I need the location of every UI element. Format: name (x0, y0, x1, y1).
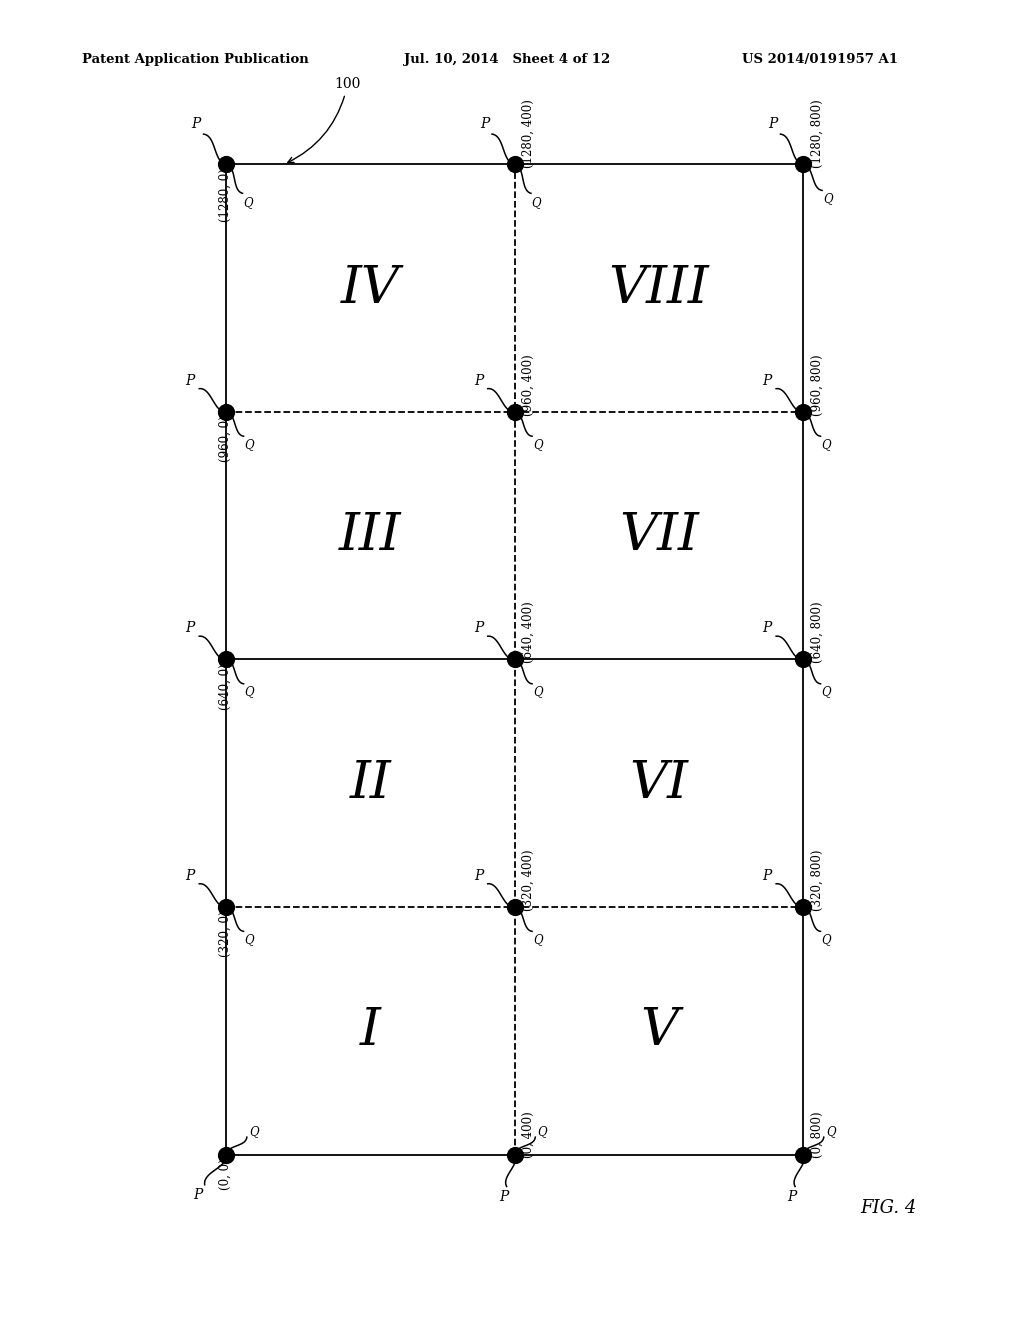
Text: (320, 800): (320, 800) (810, 849, 823, 911)
Text: Q: Q (245, 438, 254, 451)
Text: (0, 0): (0, 0) (219, 1159, 232, 1191)
Text: P: P (185, 622, 195, 635)
Point (795, 1144, 811, 1166)
Text: IV: IV (341, 263, 400, 314)
Text: (1280, 0): (1280, 0) (219, 168, 232, 222)
Text: (640, 800): (640, 800) (810, 602, 823, 663)
Text: (1280, 400): (1280, 400) (522, 99, 535, 168)
Text: P: P (763, 374, 772, 388)
Text: III: III (339, 510, 401, 561)
Point (507, 896, 523, 917)
Text: Q: Q (823, 193, 834, 206)
Text: (0, 800): (0, 800) (810, 1111, 823, 1159)
Point (218, 896, 234, 917)
Text: I: I (360, 1006, 381, 1056)
Text: FIG. 4: FIG. 4 (860, 1199, 916, 1217)
Text: Q: Q (821, 438, 831, 451)
Text: P: P (474, 622, 483, 635)
Text: VIII: VIII (608, 263, 710, 314)
Point (218, 1144, 234, 1166)
Text: Q: Q (534, 933, 543, 946)
Text: Q: Q (825, 1125, 836, 1138)
Text: P: P (763, 622, 772, 635)
Text: II: II (349, 758, 391, 809)
Text: VII: VII (620, 510, 699, 561)
Text: (320, 400): (320, 400) (522, 849, 535, 911)
Text: P: P (500, 1191, 509, 1204)
Text: US 2014/0191957 A1: US 2014/0191957 A1 (742, 53, 898, 66)
Text: (960, 400): (960, 400) (522, 354, 535, 416)
Text: P: P (768, 117, 777, 131)
Text: Q: Q (538, 1125, 547, 1138)
Text: Q: Q (534, 438, 543, 451)
Text: Q: Q (245, 933, 254, 946)
Point (218, 153, 234, 174)
Text: P: P (185, 869, 195, 883)
Point (218, 649, 234, 671)
Point (795, 649, 811, 671)
Text: P: P (474, 869, 483, 883)
Text: Q: Q (243, 197, 253, 210)
Point (218, 401, 234, 422)
Text: (640, 0): (640, 0) (219, 663, 232, 710)
Point (507, 401, 523, 422)
Text: P: P (474, 374, 483, 388)
Text: Q: Q (821, 933, 831, 946)
Point (507, 649, 523, 671)
Text: P: P (480, 117, 489, 131)
Text: P: P (191, 117, 201, 131)
Text: 100: 100 (288, 77, 360, 162)
Text: (1280, 800): (1280, 800) (810, 99, 823, 168)
Text: Q: Q (245, 685, 254, 698)
Text: Q: Q (531, 197, 542, 210)
Text: (960, 0): (960, 0) (219, 416, 232, 462)
Text: P: P (185, 374, 195, 388)
Text: P: P (763, 869, 772, 883)
Text: Q: Q (249, 1125, 258, 1138)
Point (795, 153, 811, 174)
Text: Q: Q (821, 685, 831, 698)
Text: Patent Application Publication: Patent Application Publication (82, 53, 308, 66)
Point (507, 153, 523, 174)
Text: (640, 400): (640, 400) (522, 602, 535, 663)
Text: (0, 400): (0, 400) (522, 1111, 535, 1159)
Point (795, 401, 811, 422)
Point (795, 896, 811, 917)
Text: (960, 800): (960, 800) (810, 354, 823, 416)
Text: Q: Q (534, 685, 543, 698)
Text: P: P (193, 1188, 202, 1201)
Text: P: P (787, 1191, 797, 1204)
Point (507, 1144, 523, 1166)
Text: Jul. 10, 2014   Sheet 4 of 12: Jul. 10, 2014 Sheet 4 of 12 (404, 53, 610, 66)
Text: V: V (640, 1006, 678, 1056)
Text: (320, 0): (320, 0) (219, 911, 232, 957)
Text: VI: VI (630, 758, 688, 809)
